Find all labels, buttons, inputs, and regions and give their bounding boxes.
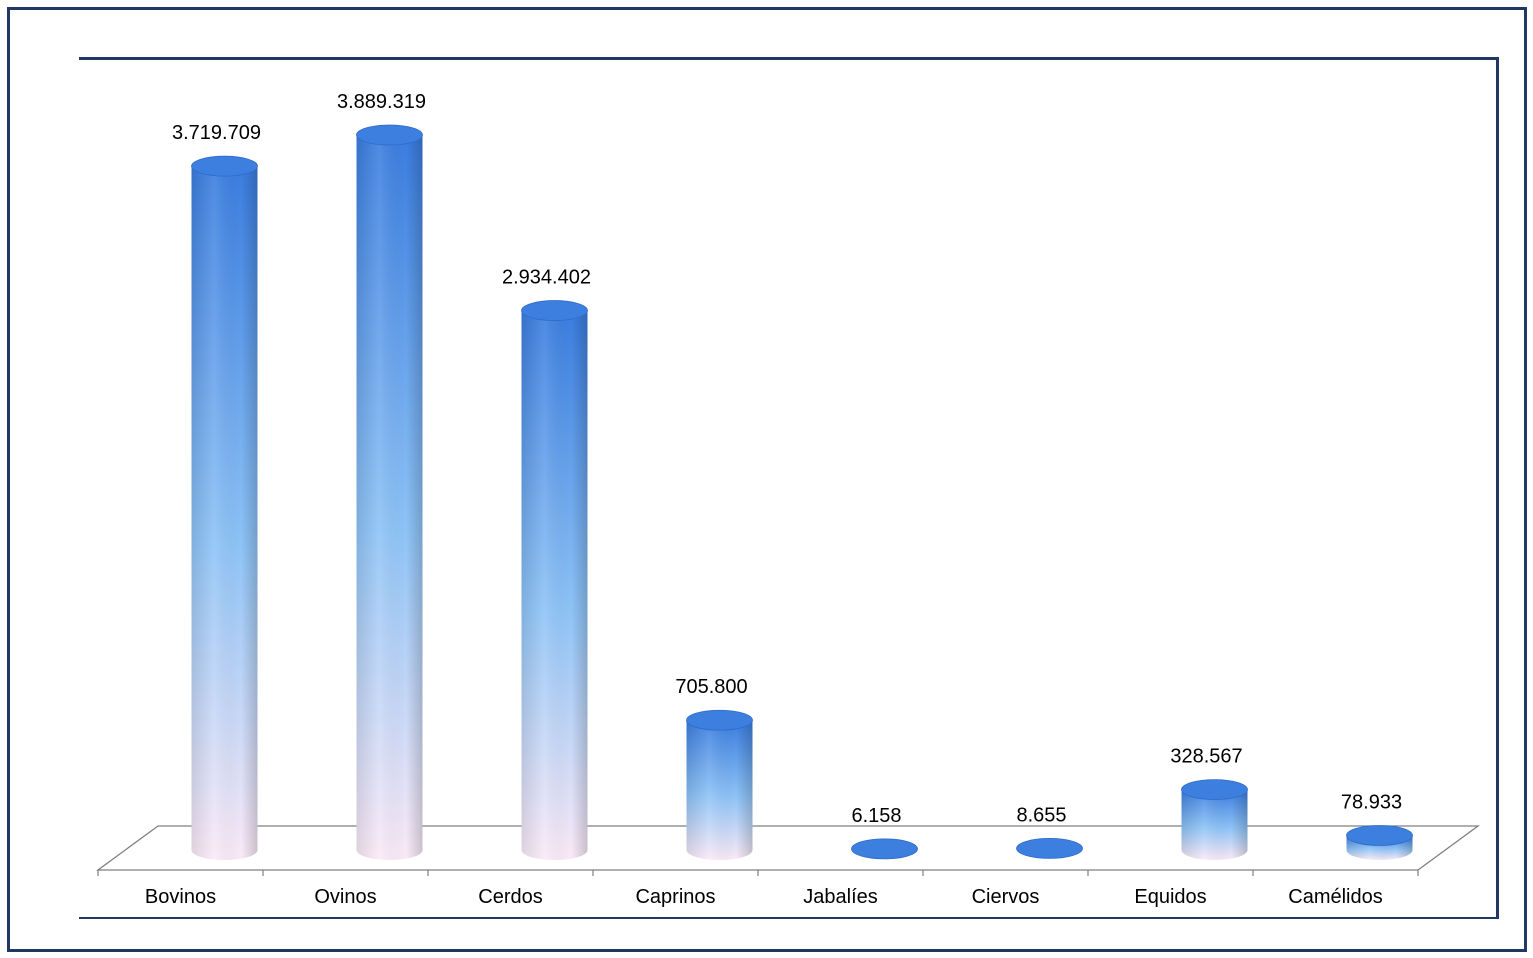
data-label-ovinos: 3.889.319 [337,91,426,113]
data-label-ciervos: 8.655 [1016,804,1066,826]
x-tick-label-cerdos: Cerdos [478,886,542,908]
data-label-equidos: 328.567 [1170,746,1242,768]
plot-area-frame [79,57,1499,919]
x-tick-label-ovinos: Ovinos [314,886,376,908]
bar-caprinos [686,709,753,860]
bar-top-cap [851,838,918,860]
bar-bovinos [191,155,258,861]
x-tick-label-ciervos: Ciervos [972,886,1040,908]
bar-top-cap [356,124,423,146]
x-axis [97,870,1419,876]
data-label-cerdos: 2.934.402 [502,267,591,289]
outer-frame [7,7,1527,952]
data-label-camélidos: 78.933 [1341,791,1402,813]
bar-top-cap [521,300,588,321]
bar-ciervos [1016,838,1083,859]
data-label-jabalíes: 6.158 [851,805,901,827]
x-tick-label-equidos: Equidos [1134,886,1206,908]
bar-top-cap [1016,838,1083,859]
bar-equidos [1181,779,1248,860]
bar-shading [1181,789,1248,860]
labels: 3.719.709 Bovinos 3.889.319 Ovinos 2.934.402… [145,91,1402,908]
bar-shading [521,310,588,860]
floor-outline [96,825,1480,871]
bar-shading [191,166,258,861]
x-tick-label-jabalíes: Jabalíes [803,886,878,908]
data-label-bovinos: 3.719.709 [172,122,261,144]
data-label-caprinos: 705.800 [675,676,747,698]
bar-shading [686,720,753,860]
bar-camélidos [1346,825,1413,860]
x-tick-label-bovinos: Bovinos [145,886,216,908]
bar-top-cap [686,709,753,731]
bar-shading [356,135,423,860]
floor [96,825,1480,871]
bars [191,124,1413,861]
bar-top-cap [191,155,258,177]
bar-jabalíes [851,838,918,860]
x-tick-label-caprinos: Caprinos [635,886,715,908]
bar-ovinos [356,124,423,860]
bar-top-cap [1346,825,1413,846]
x-tick-label-camélidos: Camélidos [1288,886,1382,908]
bar-cerdos [521,300,588,860]
bar-top-cap [1181,779,1248,800]
